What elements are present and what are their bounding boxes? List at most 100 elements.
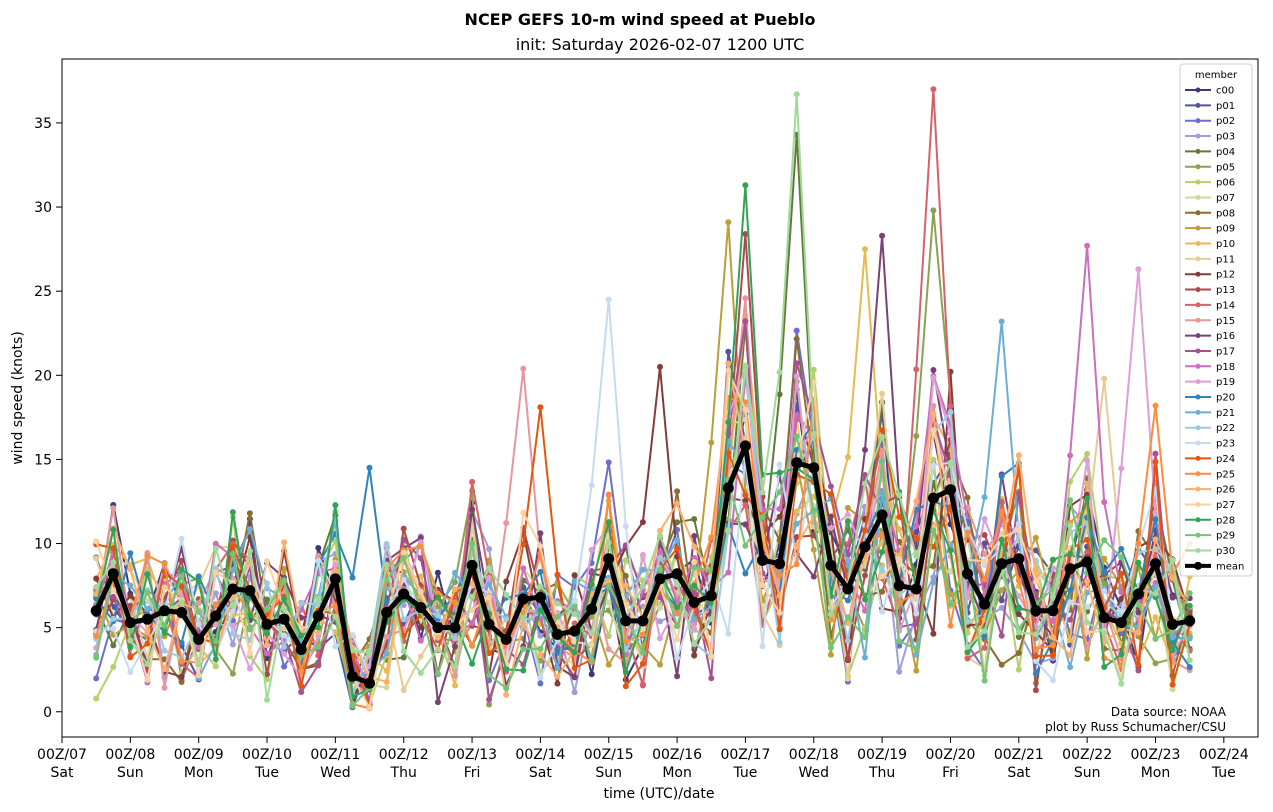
point-p19: [827, 525, 834, 532]
point-p17: [793, 360, 800, 367]
point-p22: [776, 639, 783, 646]
point-p15: [383, 633, 390, 640]
point-p18: [1101, 499, 1108, 506]
legend-marker: [1195, 409, 1201, 415]
point-p23: [622, 523, 629, 530]
x-tick-day: Thu: [868, 765, 895, 781]
point-p24: [537, 404, 544, 411]
point-p29: [981, 677, 988, 684]
point-p14: [947, 403, 954, 410]
x-tick-day: Sat: [1007, 765, 1030, 781]
mean-point: [432, 622, 444, 634]
point-p11: [93, 555, 100, 562]
point-p28: [212, 656, 219, 663]
point-p18: [1084, 242, 1091, 249]
point-p30: [434, 646, 441, 653]
point-p26: [1152, 536, 1159, 543]
point-p30: [144, 661, 151, 668]
mean-point: [193, 633, 205, 645]
point-p09: [605, 661, 612, 668]
point-p25: [605, 492, 612, 499]
point-p24: [913, 535, 920, 542]
point-p19: [1015, 592, 1022, 599]
point-p20: [1101, 569, 1108, 576]
mean-point: [415, 602, 427, 613]
point-p27: [246, 650, 253, 657]
point-p29: [144, 589, 151, 596]
point-p24: [1084, 536, 1091, 543]
point-p20: [793, 447, 800, 453]
point-c00: [315, 545, 322, 551]
point-p25: [998, 508, 1005, 515]
point-p15: [981, 551, 988, 558]
point-p06: [1084, 450, 1091, 457]
point-p29: [930, 527, 937, 534]
mean-point: [141, 613, 153, 625]
point-p09: [913, 667, 920, 674]
point-p29: [691, 564, 698, 571]
point-p26: [332, 568, 339, 575]
point-p26: [537, 651, 544, 658]
point-p30: [212, 545, 219, 552]
point-p22: [298, 600, 305, 607]
point-p18: [520, 565, 527, 572]
point-p02: [605, 459, 612, 466]
mean-point: [517, 593, 529, 605]
point-p21: [571, 578, 578, 585]
legend-label: p18: [1216, 362, 1235, 373]
point-p15: [503, 520, 510, 526]
point-p21: [793, 520, 800, 527]
point-p12: [691, 652, 698, 659]
point-p26: [383, 678, 390, 685]
point-p20: [1118, 545, 1125, 552]
mean-point: [620, 615, 632, 627]
mean-point: [808, 462, 820, 474]
mean-point: [176, 607, 188, 618]
legend-marker: [1195, 133, 1201, 139]
mean-point: [791, 457, 803, 469]
point-p16: [691, 533, 698, 539]
legend-item-p05: p05: [1185, 162, 1235, 173]
legend-marker: [1195, 348, 1201, 354]
point-p25: [178, 658, 185, 665]
point-p06: [110, 663, 117, 670]
point-p27: [264, 558, 270, 564]
point-p21: [486, 581, 493, 588]
mean-point: [996, 558, 1008, 570]
point-p04: [674, 519, 681, 526]
legend-label: p02: [1216, 116, 1235, 127]
x-tick-time: 00Z/17: [720, 747, 770, 763]
legend-label: p10: [1216, 239, 1235, 250]
point-p08: [793, 336, 800, 342]
point-p29: [810, 508, 817, 515]
chart-title: NCEP GEFS 10-m wind speed at Pueblo: [465, 10, 816, 29]
point-p26: [161, 666, 168, 673]
point-p27: [742, 406, 749, 413]
point-p30: [1084, 619, 1091, 626]
legend-marker: [1195, 440, 1201, 446]
point-p12: [657, 363, 663, 370]
legend-marker: [1195, 425, 1201, 431]
point-p17: [110, 593, 117, 600]
point-p28: [161, 629, 168, 636]
point-p27: [486, 594, 493, 601]
point-p21: [674, 537, 681, 543]
point-p16: [674, 673, 681, 680]
point-p22: [434, 612, 441, 619]
point-p03: [896, 668, 903, 675]
point-p20: [178, 639, 185, 646]
point-p23: [605, 296, 612, 303]
legend-label: p04: [1216, 147, 1235, 158]
credit-source: Data source: NOAA: [1111, 705, 1227, 719]
mean-point: [603, 553, 615, 565]
point-p30: [195, 661, 202, 668]
legend-item-p12: p12: [1185, 270, 1235, 281]
legend-label: c00: [1216, 86, 1234, 97]
point-p04: [691, 516, 698, 523]
legend-label: p29: [1216, 531, 1235, 542]
point-p28: [691, 582, 698, 589]
mean-point: [381, 607, 393, 618]
point-p29: [605, 582, 612, 589]
point-p16: [930, 367, 937, 373]
mean-point: [945, 484, 956, 496]
